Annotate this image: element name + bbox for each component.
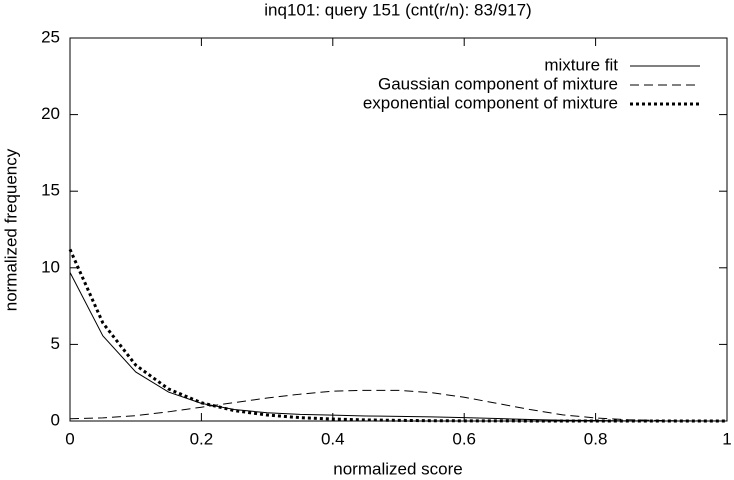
legend-label: Gaussian component of mixture: [378, 74, 618, 93]
y-tick-label: 15: [41, 181, 60, 200]
y-axis-label: normalized frequency: [1, 148, 20, 311]
x-tick-label: 0.8: [584, 429, 608, 448]
y-tick-label: 25: [41, 27, 60, 46]
x-tick-label: 0.6: [452, 429, 476, 448]
series-line: [68, 248, 727, 423]
x-tick-label: 1: [722, 429, 731, 448]
legend-label: exponential component of mixture: [363, 93, 618, 112]
chart-title: inq101: query 151 (cnt(r/n): 83/917): [264, 0, 531, 19]
y-tick-label: 5: [51, 334, 60, 353]
x-tick-label: 0.2: [190, 429, 214, 448]
legend-label: mixture fit: [544, 55, 618, 74]
y-tick-label: 10: [41, 257, 60, 276]
series-line: [69, 272, 727, 422]
x-tick-label: 0: [65, 429, 74, 448]
x-axis-label: normalized score: [333, 459, 462, 478]
x-tick-label: 0.4: [321, 429, 345, 448]
y-tick-label: 20: [41, 104, 60, 123]
y-tick-label: 0: [51, 410, 60, 429]
series-line: [69, 389, 728, 422]
